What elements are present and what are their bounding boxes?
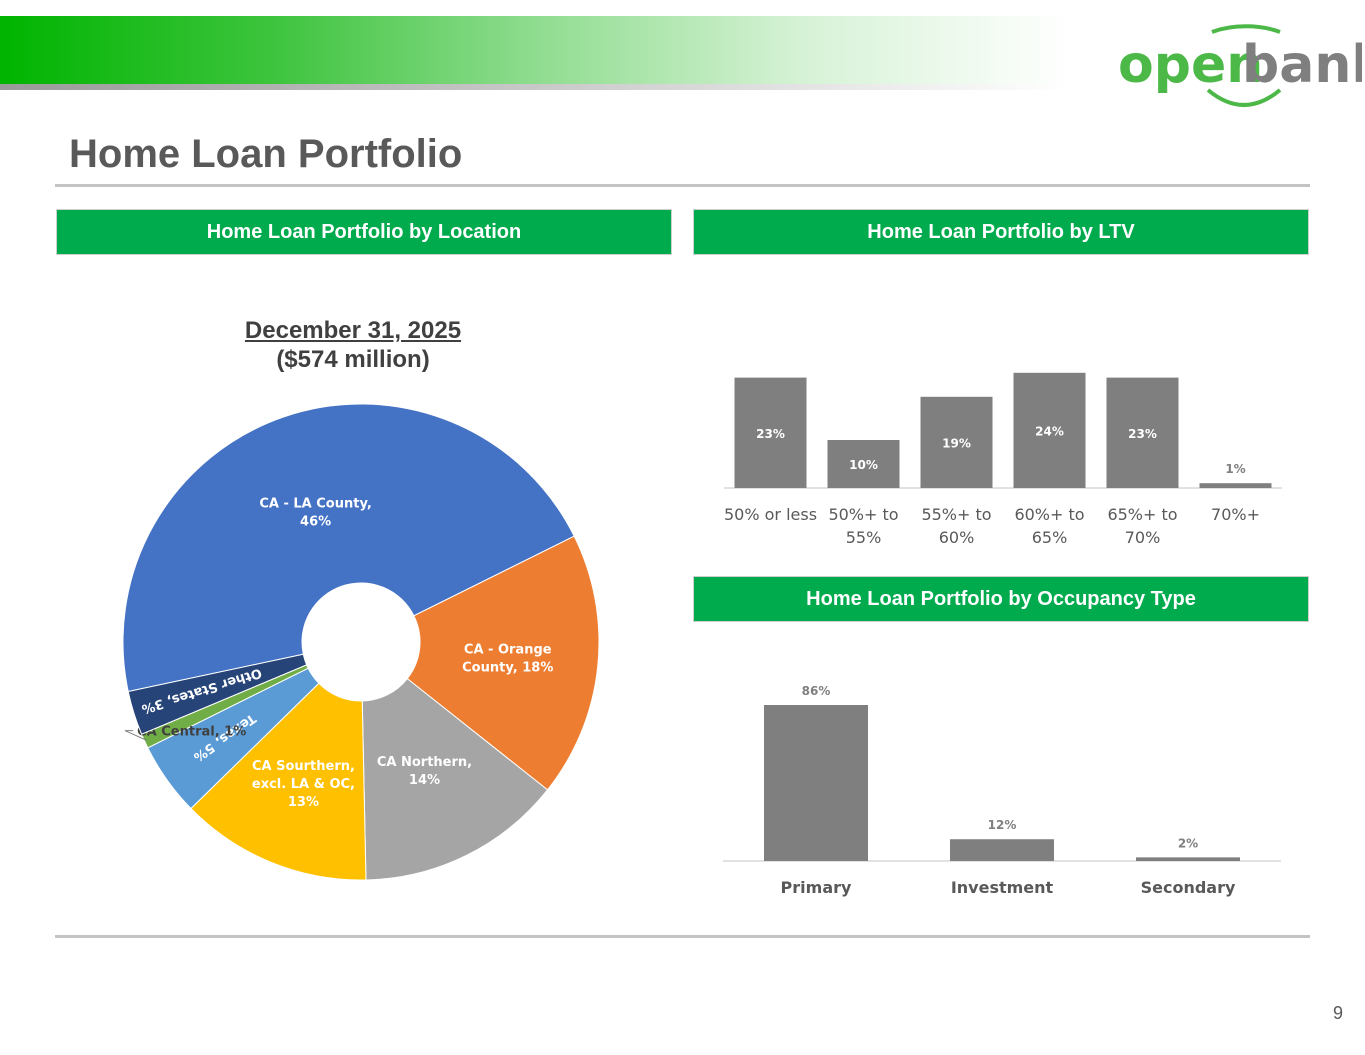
tick-label-50-or-less: 50% or less bbox=[724, 505, 817, 524]
tick-label-55-to-60: 55%+ to bbox=[921, 505, 991, 524]
occupancy-bar-chart: 86% Primary 12% Investment 2% Secondary bbox=[723, 684, 1281, 897]
section-header-location: Home Loan Portfolio by Location bbox=[56, 209, 672, 255]
pie-label-line: CA - LA County, bbox=[259, 497, 372, 512]
pie-slice-ca-sourthern-excl-la-oc bbox=[190, 682, 367, 881]
header-bar-shadow bbox=[0, 84, 1070, 90]
title-divider bbox=[55, 184, 1310, 187]
tick-label-70: 70%+ bbox=[1211, 505, 1260, 524]
bar-60-to-65 bbox=[1013, 372, 1086, 488]
bar-70 bbox=[1199, 483, 1272, 488]
pie-slice-ca-la-county bbox=[122, 403, 575, 693]
bar-50-to-55 bbox=[827, 440, 900, 488]
logo-swoosh-bottom bbox=[1206, 88, 1282, 107]
logo-text-open: open bbox=[1118, 35, 1263, 95]
bar-65-to-70 bbox=[1106, 377, 1179, 488]
bar-55-to-60 bbox=[920, 396, 993, 488]
pie-label-line: 13% bbox=[288, 795, 319, 810]
logo-swoosh-top bbox=[1211, 24, 1281, 34]
bar-investment bbox=[950, 839, 1054, 861]
pie-label-ca-central: CA Central, 1% bbox=[137, 725, 246, 740]
data-label-primary: 86% bbox=[802, 684, 831, 698]
pie-label-ca-la-county: CA - LA County, 46% bbox=[259, 497, 372, 530]
pie-label-line: excl. LA & OC, bbox=[252, 777, 355, 792]
page-title: Home Loan Portfolio bbox=[69, 132, 463, 176]
page-number: 9 bbox=[1332, 1003, 1343, 1023]
tick-label-50-to-55: 50%+ to bbox=[828, 505, 898, 524]
tick-label-60-to-65: 60%+ to bbox=[1014, 505, 1084, 524]
bar-primary bbox=[764, 705, 868, 861]
location-donut-chart: CA - LA County, 46% CA - Orange County, 18%… bbox=[122, 403, 600, 881]
bar-50-or-less bbox=[734, 377, 807, 488]
header-gradient-bar bbox=[0, 16, 1070, 90]
pie-slice-other-states bbox=[127, 653, 308, 735]
ltv-bar-chart: 23% 50% or less 10% 50%+ to 55% 19% 55%+ to 60%… bbox=[724, 372, 1282, 547]
pie-label-ca-sourthern-excl-la-oc: CA Sourthern, excl. LA & OC, 13% bbox=[252, 759, 355, 810]
pie-label-line: CA - Orange bbox=[464, 642, 552, 657]
tick-label-investment: Investment bbox=[951, 878, 1054, 897]
data-label-60-to-65: 24% bbox=[1035, 424, 1064, 438]
tick-label-50-to-55: 55% bbox=[846, 528, 882, 547]
openbank-logo: open bank bbox=[1118, 24, 1362, 107]
tick-label-secondary: Secondary bbox=[1141, 878, 1236, 897]
data-label-55-to-60: 19% bbox=[942, 436, 971, 450]
tick-label-60-to-65: 65% bbox=[1032, 528, 1068, 547]
section-header-ltv: Home Loan Portfolio by LTV bbox=[693, 209, 1309, 255]
pie-label-line: CA Northern, bbox=[377, 755, 472, 770]
pie-label-ca-northern: CA Northern, 14% bbox=[377, 755, 472, 788]
footer-divider bbox=[55, 935, 1310, 938]
tick-label-65-to-70: 70% bbox=[1125, 528, 1161, 547]
bar-secondary bbox=[1136, 857, 1240, 861]
data-label-70: 1% bbox=[1225, 462, 1245, 476]
data-label-secondary: 2% bbox=[1178, 836, 1198, 850]
pie-label-line: 14% bbox=[409, 773, 440, 788]
pie-label-line: County, 18% bbox=[462, 660, 553, 675]
pie-leader-line bbox=[124, 730, 147, 741]
pie-slice-ca-northern bbox=[361, 677, 549, 881]
pie-chart-date: December 31, 2025 bbox=[244, 317, 462, 344]
data-label-investment: 12% bbox=[988, 818, 1017, 832]
tick-label-65-to-70: 65%+ to bbox=[1107, 505, 1177, 524]
logo-text-bank: bank bbox=[1242, 35, 1362, 95]
pie-chart-amount: ($574 million) bbox=[276, 346, 430, 373]
data-label-50-to-55: 10% bbox=[849, 458, 878, 472]
data-label-50-or-less: 23% bbox=[756, 427, 785, 441]
tick-label-55-to-60: 60% bbox=[939, 528, 975, 547]
data-label-65-to-70: 23% bbox=[1128, 427, 1157, 441]
pie-slice-ca-orange-county bbox=[406, 535, 600, 791]
section-header-occupancy: Home Loan Portfolio by Occupancy Type bbox=[693, 576, 1309, 622]
pie-label-line: CA Sourthern, bbox=[252, 759, 355, 774]
pie-label-ca-orange-county: CA - Orange County, 18% bbox=[462, 642, 553, 675]
tick-label-primary: Primary bbox=[781, 878, 852, 897]
pie-label-line: 46% bbox=[300, 515, 331, 530]
